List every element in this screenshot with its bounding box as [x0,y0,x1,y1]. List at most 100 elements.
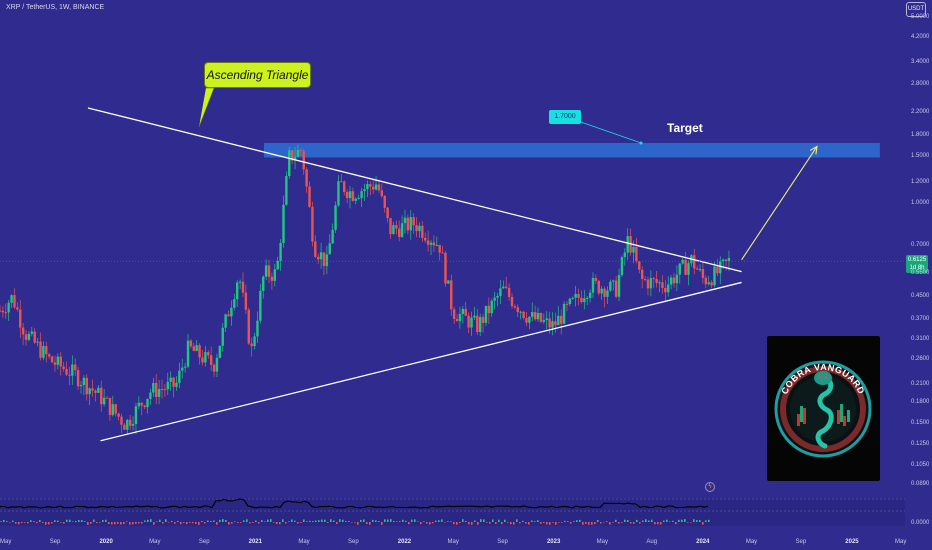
candle-body [267,265,271,277]
candle-body [279,242,282,261]
indicator-bar [246,519,248,522]
indicator-bar [177,520,179,522]
candle-body [574,294,577,298]
indicator-bar [384,519,386,522]
indicator-bar [150,519,152,522]
candle-body [149,392,152,399]
candle-body [716,266,719,274]
candle-body [178,370,181,383]
indicator-bar [477,522,479,525]
indicator-bar [462,519,464,522]
indicator-bar [66,519,68,522]
indicator-bar [432,522,434,524]
candle-body [253,336,256,347]
indicator-bar [3,519,5,522]
indicator-bar [129,522,131,525]
indicator-bar [486,522,488,523]
candle-body [727,258,731,261]
indicator-bar [549,522,551,525]
indicator-bar [99,522,101,523]
indicator-bar [90,522,92,524]
indicator-bar [453,522,455,525]
candle-body [559,315,563,324]
candle-body [400,223,404,237]
candle-body [701,269,705,278]
candle-body [183,366,187,368]
indicator-bar [489,522,491,524]
indicator-bar [456,522,458,525]
candle-body [597,280,600,294]
candle-body [296,150,300,157]
candle-body [516,307,519,312]
candle-body [230,307,233,317]
indicator-bar [588,522,590,525]
indicator-bar [318,520,320,522]
indicator-bar [372,519,374,522]
candle-body [406,217,410,231]
x-tick-label: Aug [646,539,658,545]
candle-body [565,303,569,305]
indicator-bar [414,519,416,522]
candle-body [4,312,7,314]
candle-body [155,383,158,397]
indicator-bar [558,522,560,523]
candle-body [351,191,355,201]
candle-body [395,225,398,229]
indicator-bar [276,522,278,525]
indicator-bar [171,520,173,522]
candle-body [192,346,196,351]
upper-trendline[interactable] [87,107,742,273]
candle-body [290,150,294,161]
indicator-bar [594,522,596,525]
x-tick-label: May [298,539,310,545]
indicator-bar [207,520,209,522]
candle-body [82,377,86,386]
flash-icon[interactable]: ϟ [705,482,715,492]
candle-body [438,244,441,253]
candle-body [293,156,297,161]
candle-body [218,345,222,358]
indicator-bar [603,522,605,523]
candle-body [316,256,320,260]
currency-badge[interactable]: USDT [906,2,926,17]
lower-trendline[interactable] [100,281,742,442]
candle-body [580,297,583,303]
candle-body [160,389,164,391]
indicator-bar [198,522,200,525]
candle-body [172,377,175,387]
candle-body [623,252,627,258]
indicator-bar [468,522,470,525]
candle-body [551,321,554,328]
candle-body [65,368,68,375]
indicator-bar [696,520,698,522]
candle-body [334,205,337,230]
indicator-bar [81,519,83,522]
candle-body [467,315,470,328]
candle-body [264,265,268,277]
indicator-bar [48,522,50,525]
indicator-bar [153,522,155,525]
candle-body [684,259,687,275]
y-tick-label: 0.2600 [911,356,930,363]
indicator-bar [471,522,473,525]
candle-body [244,292,248,310]
candle-body [331,229,334,244]
indicator-bar [510,522,512,525]
indicator-bar [321,519,323,522]
indicator-pane [0,498,905,526]
y-tick-label: 0.4500 [911,292,930,299]
indicator-bar [312,521,314,522]
indicator-bar [417,521,419,522]
candle-body [586,297,589,299]
indicator-bar [258,522,260,524]
candle-body [591,277,595,293]
candle-body [120,416,123,425]
y-tick-label: 0.1250 [911,441,930,448]
candle-body [79,385,83,387]
indicator-bar [18,522,20,525]
indicator-bar [105,519,107,522]
candle-body [114,404,117,414]
indicator-bar [267,519,269,522]
candle-body [525,318,528,323]
